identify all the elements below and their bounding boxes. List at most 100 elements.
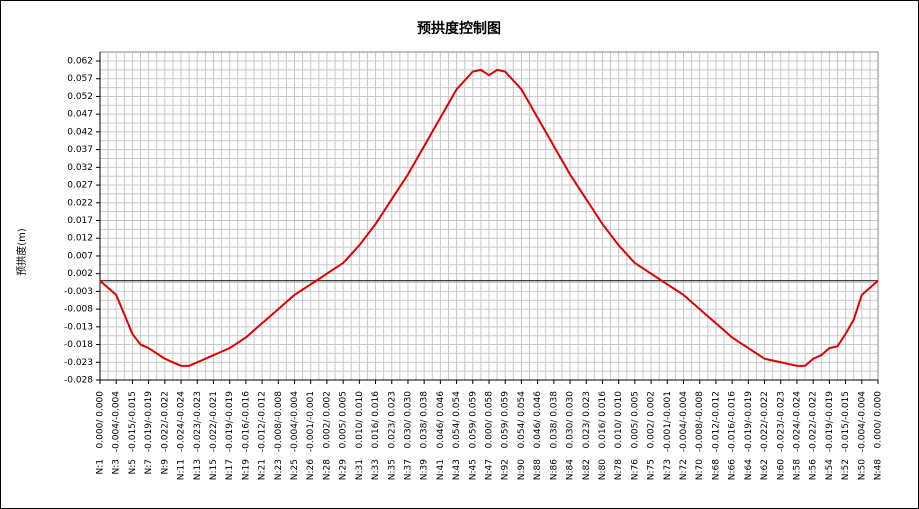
y-tick-label: 0.002 bbox=[67, 269, 93, 279]
x-tick-label: N:86 bbox=[549, 459, 559, 480]
x-tick-label: N:76 bbox=[630, 459, 640, 480]
y-tick-label: 0.022 bbox=[67, 198, 93, 208]
x-tick-label: N:7 bbox=[144, 459, 154, 475]
x-point-label: 0.030/ 0.030 bbox=[566, 391, 576, 449]
x-tick-label: N:75 bbox=[647, 459, 657, 480]
x-point-label: -0.008/-0.008 bbox=[274, 391, 284, 452]
x-tick-label: N:70 bbox=[695, 459, 705, 480]
x-tick-label: N:68 bbox=[711, 459, 721, 480]
chart-title: 预拱度控制图 bbox=[417, 20, 501, 37]
x-tick-label: N:26 bbox=[306, 459, 316, 480]
x-point-label: -0.024/-0.024 bbox=[177, 391, 187, 452]
x-tick-label: N:58 bbox=[792, 459, 802, 480]
x-tick-label: N:35 bbox=[387, 459, 397, 480]
x-point-label: -0.024/-0.024 bbox=[792, 391, 802, 452]
x-point-label: -0.019/-0.019 bbox=[225, 391, 235, 452]
x-point-label: 0.054/ 0.054 bbox=[452, 391, 462, 449]
x-point-label: 0.046/ 0.046 bbox=[533, 391, 543, 449]
x-point-label: -0.016/-0.016 bbox=[728, 391, 738, 452]
x-point-label: -0.004/-0.004 bbox=[679, 391, 689, 452]
x-tick-label: N:84 bbox=[566, 459, 576, 480]
y-tick-label: -0.003 bbox=[64, 287, 93, 297]
x-point-label: 0.038/ 0.038 bbox=[420, 391, 430, 449]
x-point-label: -0.022/-0.022 bbox=[760, 391, 770, 452]
x-tick-label: N:45 bbox=[468, 459, 478, 480]
x-point-label: 0.030/ 0.030 bbox=[403, 391, 413, 449]
x-point-label: -0.001/-0.001 bbox=[306, 391, 316, 452]
y-axis-label: 预拱度(m) bbox=[15, 228, 28, 276]
y-tick-label: 0.047 bbox=[67, 110, 93, 120]
x-point-label: 0.059/ 0.059 bbox=[501, 391, 511, 449]
x-tick-label: N:52 bbox=[841, 459, 851, 480]
y-tick-label: 0.012 bbox=[67, 234, 93, 244]
y-tick-label: -0.018 bbox=[64, 340, 93, 350]
y-tick-label: 0.007 bbox=[67, 251, 93, 261]
x-point-label: -0.019/-0.019 bbox=[825, 391, 835, 452]
y-tick-label: 0.032 bbox=[67, 163, 93, 173]
x-point-label: 0.002/ 0.002 bbox=[322, 391, 332, 448]
y-tick-label: 0.057 bbox=[67, 74, 93, 84]
x-tick-label: N:92 bbox=[501, 459, 511, 480]
y-tick-label: 0.037 bbox=[67, 145, 93, 155]
x-tick-label: N:54 bbox=[825, 459, 835, 480]
x-point-label: 0.010/ 0.010 bbox=[355, 391, 365, 449]
x-tick-label: N:25 bbox=[290, 459, 300, 480]
x-point-label: -0.004/-0.004 bbox=[112, 391, 122, 452]
x-point-label: 0.000/ 0.000 bbox=[96, 391, 106, 449]
x-point-label: -0.022/-0.022 bbox=[160, 391, 170, 452]
x-point-label: 0.000/ 0.000 bbox=[874, 391, 884, 449]
x-tick-label: N:48 bbox=[874, 459, 884, 480]
y-tick-label: -0.028 bbox=[64, 376, 93, 386]
x-point-label: -0.022/-0.021 bbox=[209, 391, 219, 452]
x-point-label: 0.023/ 0.023 bbox=[387, 391, 397, 448]
x-tick-label: N:41 bbox=[436, 459, 446, 480]
x-point-label: -0.012/-0.012 bbox=[258, 391, 268, 452]
x-tick-label: N:73 bbox=[663, 459, 673, 480]
y-tick-label: 0.062 bbox=[67, 57, 93, 67]
x-point-label: 0.038/ 0.038 bbox=[549, 391, 559, 449]
y-tick-label: -0.023 bbox=[64, 358, 93, 368]
y-tick-label: 0.027 bbox=[67, 181, 93, 191]
x-tick-label: N:3 bbox=[112, 459, 122, 475]
x-tick-label: N:72 bbox=[679, 459, 689, 480]
x-point-label: -0.019/-0.019 bbox=[144, 391, 154, 452]
x-tick-label: N:29 bbox=[339, 459, 349, 480]
x-point-label: 0.023/ 0.023 bbox=[582, 391, 592, 448]
y-tick-label: 0.052 bbox=[67, 92, 93, 102]
x-point-label: 0.005/ 0.005 bbox=[630, 391, 640, 448]
x-tick-label: N:23 bbox=[274, 459, 284, 480]
y-tick-label: -0.008 bbox=[64, 305, 93, 315]
x-tick-label: N:9 bbox=[160, 459, 170, 475]
x-point-label: -0.001/-0.001 bbox=[663, 391, 673, 452]
x-point-label: 0.016/ 0.016 bbox=[371, 391, 381, 449]
x-point-label: 0.002/ 0.002 bbox=[647, 391, 657, 448]
x-tick-label: N:37 bbox=[403, 459, 413, 480]
x-tick-label: N:50 bbox=[857, 459, 867, 480]
x-tick-label: N:33 bbox=[371, 459, 381, 480]
x-point-label: 0.000/ 0.058 bbox=[485, 391, 495, 449]
x-tick-label: N:78 bbox=[614, 459, 624, 480]
x-tick-label: N:11 bbox=[177, 459, 187, 480]
x-tick-label: N:88 bbox=[533, 459, 543, 480]
x-point-label: -0.016/-0.016 bbox=[241, 391, 251, 452]
x-point-label: -0.008/-0.008 bbox=[695, 391, 705, 452]
x-point-label: 0.046/ 0.046 bbox=[436, 391, 446, 449]
x-tick-label: N:90 bbox=[517, 459, 527, 480]
x-tick-label: N:64 bbox=[744, 459, 754, 480]
data-line bbox=[99, 68, 879, 367]
x-tick-label: N:47 bbox=[485, 459, 495, 480]
x-tick-label: N:19 bbox=[241, 459, 251, 480]
x-tick-label: N:17 bbox=[225, 459, 235, 480]
x-tick-label: N:43 bbox=[452, 459, 462, 480]
x-tick-label: N:39 bbox=[420, 459, 430, 480]
x-tick-label: N:21 bbox=[258, 459, 268, 480]
x-point-label: 0.059/ 0.059 bbox=[468, 391, 478, 449]
x-tick-label: N:82 bbox=[582, 459, 592, 480]
x-point-label: -0.023/-0.023 bbox=[776, 391, 786, 452]
x-tick-label: N:28 bbox=[322, 459, 332, 480]
x-point-label: -0.019/-0.019 bbox=[744, 391, 754, 452]
x-point-label: -0.012/-0.012 bbox=[711, 391, 721, 452]
x-point-label: 0.005/ 0.005 bbox=[339, 391, 349, 448]
